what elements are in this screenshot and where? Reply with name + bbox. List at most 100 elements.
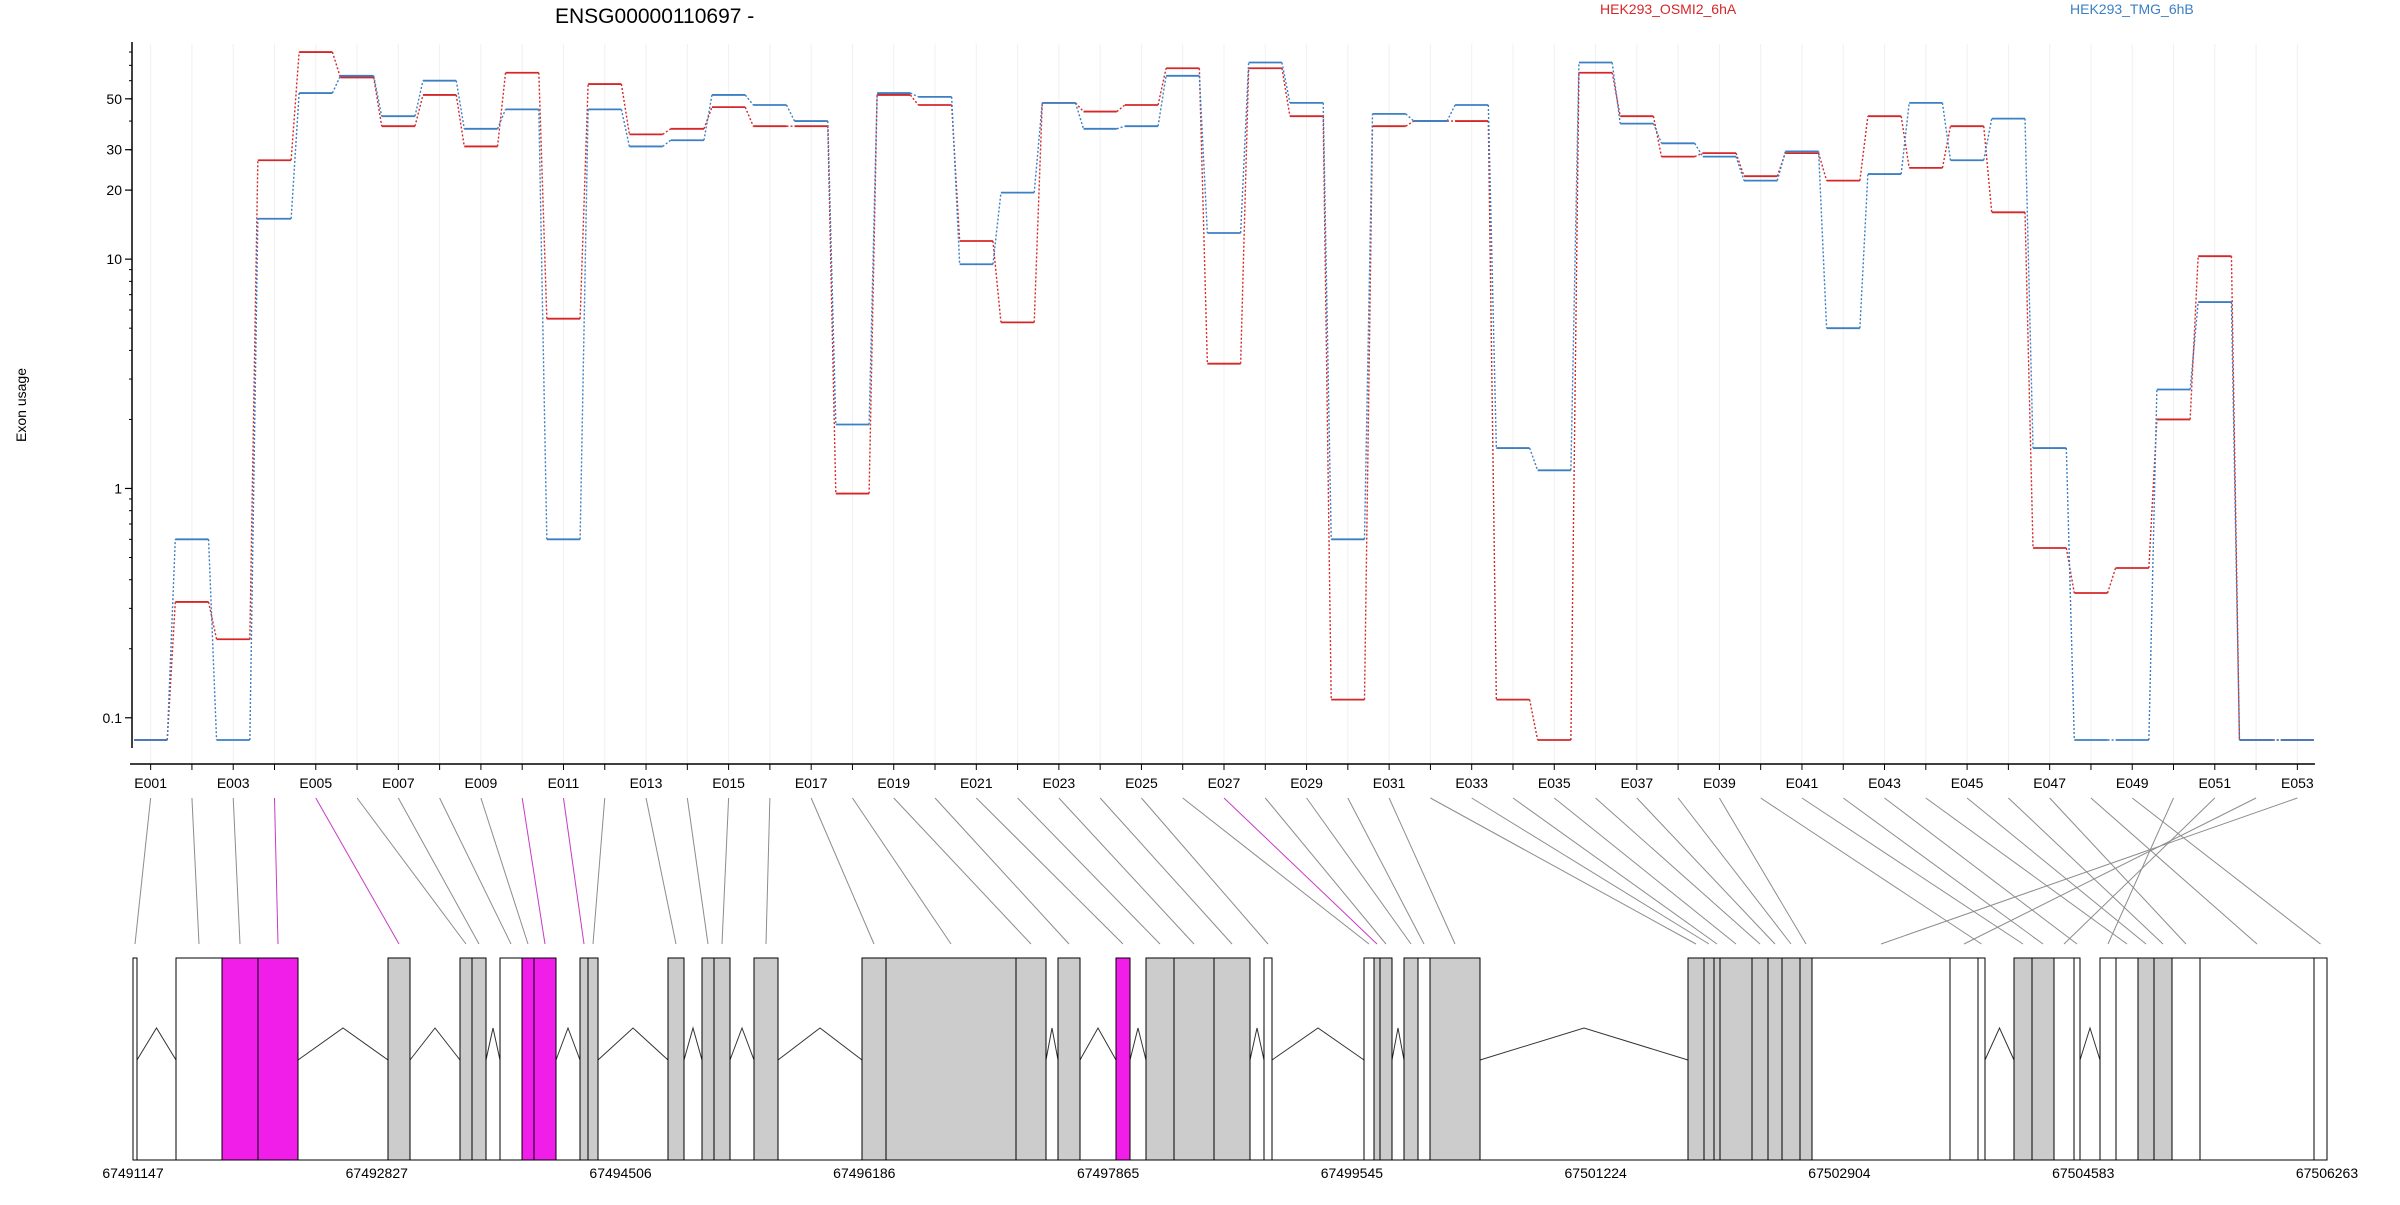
series-connector-tmg [579, 109, 589, 540]
gene-exon-box [257, 957, 299, 1161]
exon-connector [1966, 797, 2147, 945]
intron-line [777, 1027, 863, 1061]
exon-connector [1388, 797, 1456, 945]
gene-exon-box [713, 957, 731, 1161]
intron-line [729, 1026, 755, 1061]
gene-exon-box [861, 957, 887, 1161]
series-connector-osmi2 [1900, 116, 1910, 168]
exon-connector [1306, 797, 1412, 945]
series-connector-tmg [290, 92, 300, 219]
gene-exon-box [1213, 957, 1251, 1161]
gene-exon-box [2099, 957, 2117, 1161]
series-connector-osmi2 [1941, 126, 1952, 169]
intron-line [485, 1027, 501, 1061]
x-tick-label: E007 [382, 775, 415, 791]
series-connector-tmg [455, 80, 465, 129]
y-axis-label: Exon usage [13, 368, 29, 442]
series-connector-tmg [992, 192, 1002, 265]
genomic-coordinate-label: 67504583 [2052, 1165, 2115, 1181]
exon-connector [1223, 797, 1378, 945]
x-tick-label: E043 [1868, 775, 1901, 791]
exon-connector [975, 797, 1124, 945]
exon-connector [686, 797, 709, 945]
series-connector-tmg [1033, 102, 1043, 193]
series-connector-osmi2 [414, 94, 424, 127]
intron-line [409, 1027, 461, 1061]
genomic-coordinate-label: 67492827 [346, 1165, 409, 1181]
gene-exon-box [533, 957, 557, 1161]
intron-line [1271, 1027, 1365, 1061]
x-tick-label: E047 [2033, 775, 2066, 791]
series-connector-osmi2 [909, 94, 919, 106]
exon-connector [2131, 797, 2321, 945]
series-connector-tmg [1405, 113, 1415, 122]
gene-exon-box [1373, 957, 1381, 1161]
gene-exon-box [1379, 957, 1393, 1161]
series-connector-osmi2 [579, 84, 589, 319]
x-tick-label: E009 [465, 775, 498, 791]
series-connector-osmi2 [1694, 152, 1704, 158]
series-connector-tmg [785, 104, 796, 122]
x-tick-label: E029 [1290, 775, 1323, 791]
intron-line [2079, 1026, 2101, 1061]
series-connector-tmg [2065, 448, 2076, 741]
y-tick-label: 1 [114, 480, 122, 496]
intron-line [1391, 1027, 1405, 1061]
intron-line [1079, 1026, 1117, 1061]
series-connector-tmg [1817, 151, 1828, 329]
genomic-coordinate-label: 67491147 [102, 1165, 163, 1181]
series-connector-tmg [1157, 75, 1167, 127]
series-connector-tmg [950, 96, 961, 265]
x-tick-label: E053 [2281, 775, 2314, 791]
series-connector-tmg [2189, 301, 2199, 390]
x-tick-label: E019 [877, 775, 910, 791]
series-connector-osmi2 [1570, 72, 1580, 741]
legend-item-tmg: HEK293_TMG_6hB [2070, 1, 2194, 17]
gene-exon-box [753, 957, 779, 1161]
series-connector-osmi2 [1116, 104, 1126, 113]
gene-exon-box [1429, 957, 1481, 1161]
exon-connector [134, 797, 152, 945]
gene-exon-box [1703, 957, 1715, 1161]
exon-connector [1677, 797, 1792, 945]
exon-connector [1636, 797, 1776, 945]
x-tick-label: E005 [299, 775, 332, 791]
gene-exon-box [471, 957, 487, 1161]
gene-exon-box [1781, 957, 1801, 1161]
exon-connector [1058, 797, 1195, 945]
series-connector-tmg [1487, 104, 1498, 449]
series-connector-tmg [1900, 102, 1910, 175]
gene-exon-box [587, 957, 599, 1161]
gene-exon-box [885, 957, 1017, 1161]
series-connector-tmg [744, 94, 754, 106]
gene-exon-box [1949, 957, 1979, 1161]
genomic-coordinate-label: 67494506 [589, 1165, 652, 1181]
exon-connector [852, 797, 952, 945]
genomic-coordinate-label: 67499545 [1321, 1165, 1384, 1181]
series-connector-tmg [2230, 302, 2241, 741]
y-tick-label: 50 [106, 91, 122, 107]
gene-exon-box [459, 957, 473, 1161]
x-tick-label: E013 [630, 775, 663, 791]
x-tick-label: E045 [1951, 775, 1984, 791]
exon-connector [521, 797, 546, 945]
series-connector-osmi2 [1983, 126, 1993, 213]
series-connector-tmg [1074, 102, 1085, 130]
series-connector-osmi2 [1817, 152, 1828, 181]
series-connector-osmi2 [2148, 419, 2158, 569]
intron-line [1045, 1027, 1059, 1061]
gene-exon-box [387, 957, 411, 1161]
gene-exon-box [1719, 957, 1753, 1161]
gene-exon-box [1403, 957, 1419, 1161]
x-tick-label: E041 [1786, 775, 1819, 791]
series-connector-tmg [1652, 123, 1663, 144]
gene-exon-box [1263, 957, 1273, 1161]
series-connector-tmg [1322, 102, 1332, 540]
x-tick-label: E037 [1620, 775, 1653, 791]
exon-connector [645, 797, 677, 945]
gene-model: 67491147 67492827 67494506 67496186 67497865… [102, 957, 2358, 1181]
axes: 0.1 1 10 20 30 50 E001 E003 E005 E007 E009 E011 E013… [103, 42, 2315, 791]
genomic-coordinate-label: 67497865 [1077, 1165, 1140, 1181]
intron-line [683, 1026, 703, 1061]
